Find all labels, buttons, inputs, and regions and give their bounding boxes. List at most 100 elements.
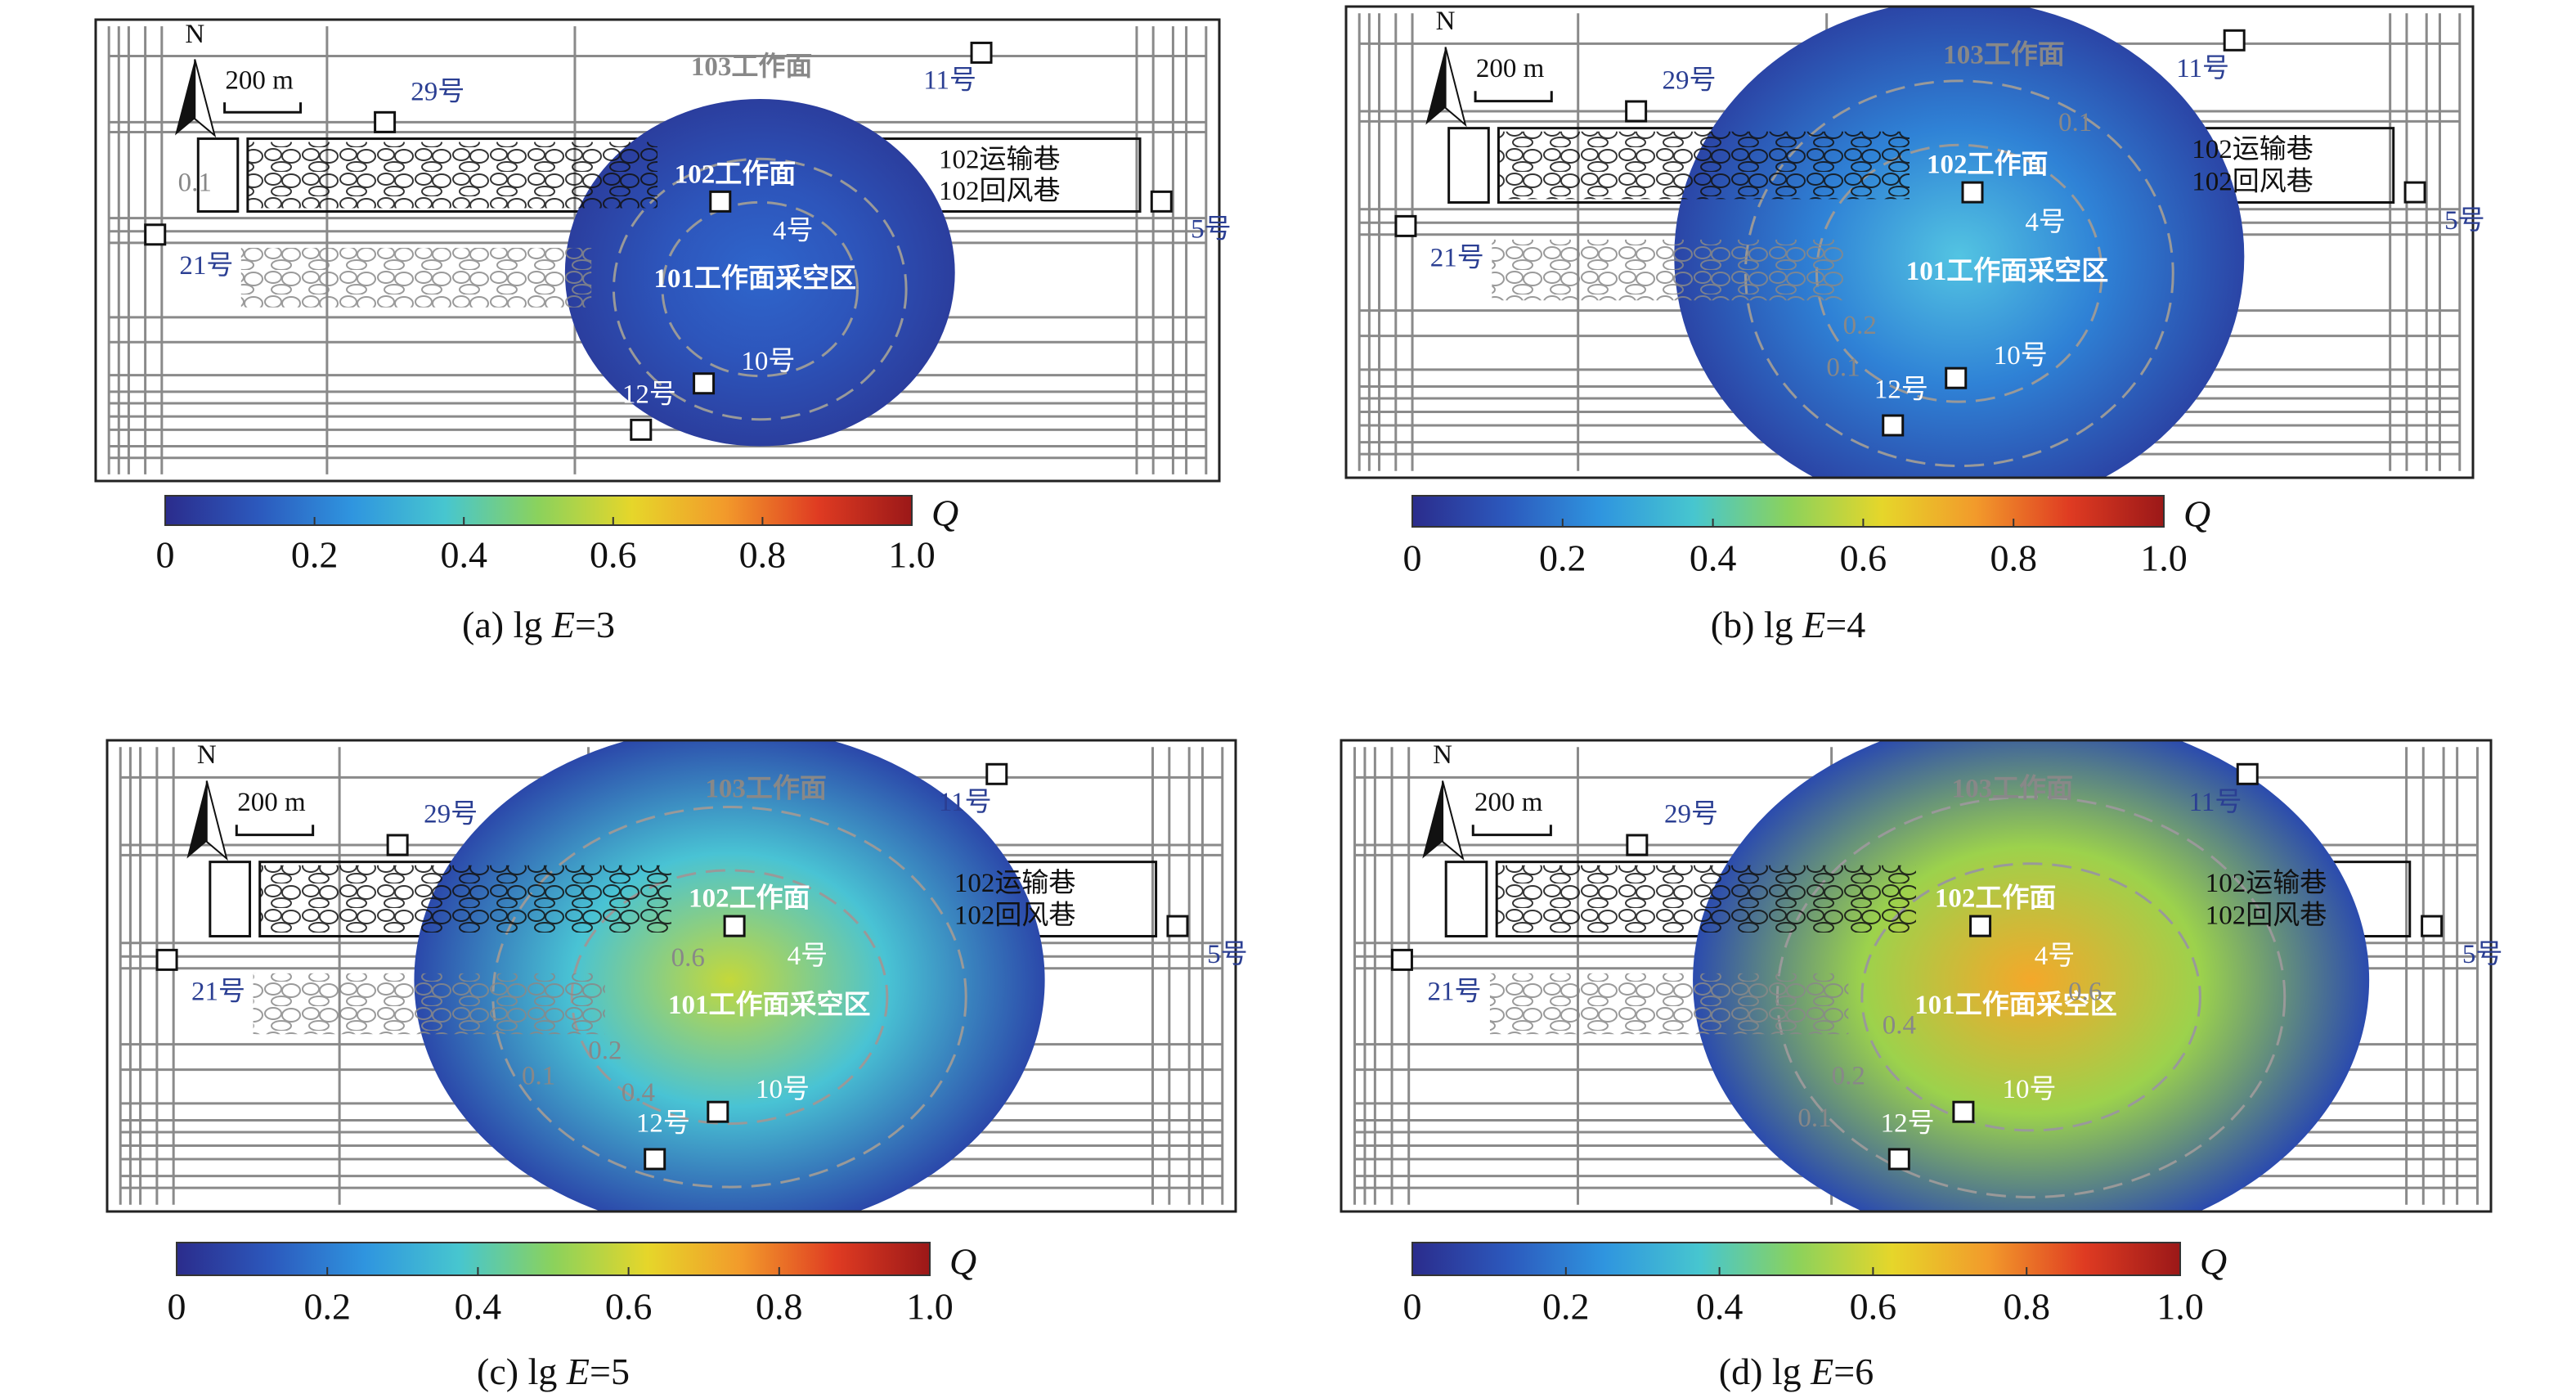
station [723,915,746,937]
north-arrow [174,59,195,136]
caption-part: =5 [590,1351,630,1392]
colorbar-label: Q [931,492,958,534]
map-label: 21号 [1428,977,1482,1006]
station [1961,181,1984,204]
colorbar-tick-label: 0 [1403,537,1422,579]
caption-part: E [551,604,575,645]
station [709,190,732,213]
station [374,110,397,133]
map-label: 103工作面 [691,52,813,82]
contour-label: 0.2 [1832,1061,1865,1090]
station [1390,948,1413,971]
contour-line [1744,79,2174,468]
map-label: 10号 [1994,341,2048,371]
map-label: 103工作面 [705,774,827,804]
colorbar-tick-label: 0.2 [291,534,339,576]
contour-line [612,157,908,421]
colorbar-tick-label: 0.6 [1850,1286,1897,1328]
map-label: 102运输巷 [939,144,1061,174]
station [2403,181,2426,204]
goaf-101 [240,247,592,308]
map-label: 102回风巷 [2206,901,2327,930]
station [1150,190,1173,213]
colorbar-tick-label: 0 [1403,1286,1422,1328]
contour-label: 0.6 [2068,977,2102,1006]
colorbar-tick-label: 1.0 [2156,1286,2204,1328]
contour-label: 0.2 [1843,311,1877,340]
caption: (b) lg E=4 [1711,604,1865,645]
caption-part: E [1802,604,1825,645]
map-label: 200 m [225,65,294,95]
map-label: 11号 [2176,54,2229,83]
map-label: 5号 [2444,206,2485,236]
panel: N 200 m 103工作面 11号 29号 102工作面 102运输巷 102回风巷 5号 4号… [1344,5,2485,645]
north-arrow [1422,780,1443,859]
map-label: 10号 [756,1075,810,1104]
scale-bar [235,825,315,837]
caption-part: =4 [1825,604,1865,645]
station [644,1148,666,1171]
colorbar-tick-label: 0.4 [1690,537,1737,579]
map-label: 102回风巷 [954,901,1076,930]
caption-part: =6 [1833,1351,1874,1392]
scale-bar [223,102,303,114]
contour-line [661,200,859,378]
map-label: 12号 [1881,1108,1935,1138]
colorbar-tick-label: 0.8 [1990,537,2037,579]
map-label: 12号 [622,380,676,409]
caption: (a) lg E=3 [462,604,615,645]
station [1625,100,1648,123]
caption-part: (a) lg [462,604,552,645]
colorbar-tick-label: 0.2 [303,1286,351,1328]
map-label: 102工作面 [1927,150,2049,180]
map-label: 4号 [773,216,814,245]
map-label: 12号 [1874,375,1928,404]
map-label: 4号 [2025,208,2066,237]
map-label: 11号 [939,788,992,817]
colorbar-tick-label: 1.0 [906,1286,954,1328]
station [1626,834,1649,856]
colorbar [1411,1242,2181,1276]
map-frame [105,739,1237,1213]
colorbar-tick-label: 0.4 [455,1286,502,1328]
map-label: 200 m [1474,788,1543,817]
map-label: 29号 [1662,65,1716,95]
station [1945,366,1968,389]
map-label: 21号 [1430,243,1484,272]
north-arrow [186,780,207,859]
contour-label: 0.4 [622,1078,655,1108]
roadways [107,26,1208,474]
north-arrow [1425,47,1446,125]
contour-label: 0.1 [178,169,212,198]
station [693,372,716,395]
map-label: 102回风巷 [939,177,1061,206]
map-label: 21号 [191,977,245,1006]
station [1394,214,1417,237]
map-label: 103工作面 [1943,40,2065,70]
map-frame [94,18,1221,483]
caption: (d) lg E=6 [1719,1351,1874,1392]
map-label: 12号 [636,1108,690,1138]
map-label: N [1433,740,1452,770]
map-label: 103工作面 [1952,774,2074,804]
colorbar-tick-label: 0.8 [2003,1286,2050,1328]
contour-label: 0.1 [1826,353,1860,382]
goaf-101 [1489,973,1849,1035]
map-label: N [1436,7,1456,36]
response-field [1674,7,2245,478]
map-label: 101工作面采空区 [653,263,856,294]
station [1882,414,1905,437]
caption-part: (d) lg [1719,1351,1811,1392]
goaf-102 [1497,865,1916,933]
colorbar-tick-label: 0.6 [1840,537,1887,579]
panel: N 200 m 103工作面 11号 29号 102工作面 102运输巷 102回风巷 5号 4号… [94,18,1232,645]
map-frame [1344,5,2475,479]
map-label: 21号 [179,251,233,281]
goaf-102 [247,142,657,209]
map-label: 29号 [411,78,464,107]
scale-bar [1474,91,1553,103]
map-label: 5号 [2462,940,2503,969]
map-label: 4号 [788,942,828,971]
colorbar-tick-label: 0.2 [1542,1286,1590,1328]
